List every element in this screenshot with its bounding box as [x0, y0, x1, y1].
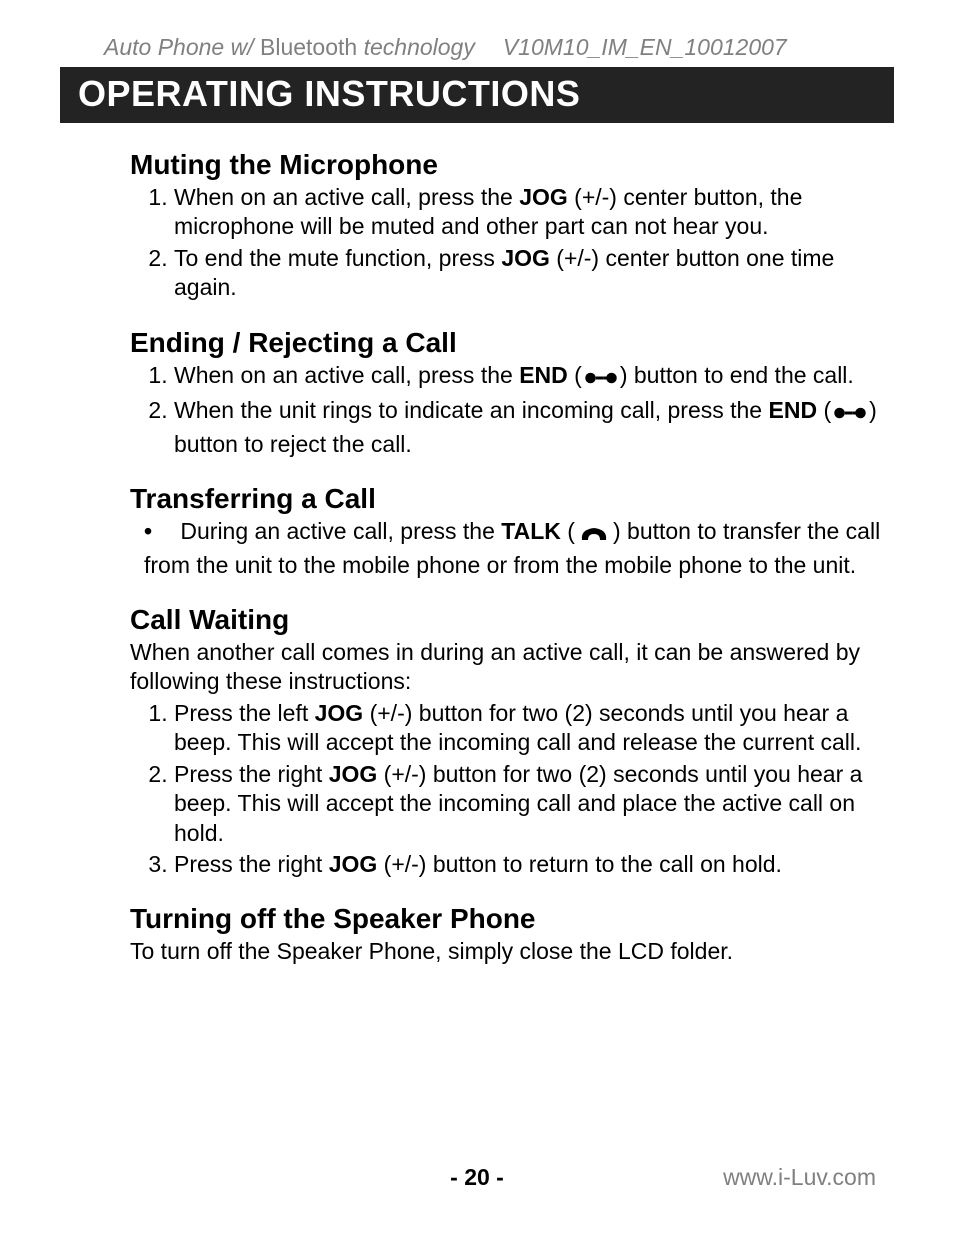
end-icon: [831, 400, 869, 429]
bold-text: TALK: [501, 518, 561, 544]
instruction-list: During an active call, press the TALK ()…: [130, 517, 884, 580]
talk-icon: [575, 521, 613, 550]
text: When the unit rings to indicate an incom…: [174, 397, 769, 423]
text: button to reject the call.: [174, 431, 412, 457]
page-footer: - 20 - www.i-Luv.com: [60, 1164, 894, 1191]
list-item: When on an active call, press the END ()…: [174, 361, 884, 394]
section-intro: To turn off the Speaker Phone, simply cl…: [130, 937, 884, 966]
header-docid: V10M10_IM_EN_10012007: [503, 34, 787, 61]
text: When on an active call, press the: [174, 362, 519, 388]
bold-text: END: [769, 397, 818, 423]
bold-text: JOG: [329, 851, 378, 877]
section-title: Call Waiting: [130, 604, 884, 636]
list-item: Press the right JOG (+/-) button for two…: [174, 760, 884, 848]
text: When on an active call, press the: [174, 184, 519, 210]
text: button to end the call.: [627, 362, 853, 388]
bold-text: JOG: [519, 184, 568, 210]
header-text: Auto Phone w/: [104, 34, 254, 60]
header-text: technology: [364, 34, 475, 60]
end-icon: [582, 365, 620, 394]
bold-text: END: [519, 362, 568, 388]
list-item: During an active call, press the TALK ()…: [144, 517, 884, 580]
instruction-list: When on an active call, press the JOG (+…: [130, 183, 884, 303]
header-left: Auto Phone w/ Bluetooth technology: [104, 34, 475, 61]
footer-url: www.i-Luv.com: [723, 1164, 876, 1191]
bold-text: JOG: [329, 761, 378, 787]
section-title: Ending / Rejecting a Call: [130, 327, 884, 359]
section-banner: OPERATING INSTRUCTIONS: [60, 67, 894, 123]
text: Press the right: [174, 761, 329, 787]
section-ending: Ending / Rejecting a Call When on an act…: [130, 327, 884, 459]
text: Press the left: [174, 700, 315, 726]
section-muting: Muting the Microphone When on an active …: [130, 149, 884, 303]
section-title: Muting the Microphone: [130, 149, 884, 181]
page-header: Auto Phone w/ Bluetooth technology V10M1…: [104, 34, 890, 61]
manual-page: Auto Phone w/ Bluetooth technology V10M1…: [0, 0, 954, 1235]
text: (+/-) button to return to the call on ho…: [377, 851, 782, 877]
section-title: Transferring a Call: [130, 483, 884, 515]
list-item: Press the right JOG (+/-) button to retu…: [174, 850, 884, 879]
list-item: When on an active call, press the JOG (+…: [174, 183, 884, 242]
list-item: To end the mute function, press JOG (+/-…: [174, 244, 884, 303]
text: During an active call, press the: [180, 518, 501, 544]
section-transfer: Transferring a Call During an active cal…: [130, 483, 884, 580]
list-item: Press the left JOG (+/-) button for two …: [174, 699, 884, 758]
list-item: When the unit rings to indicate an incom…: [174, 396, 884, 459]
text: To end the mute function, press: [174, 245, 501, 271]
bold-text: JOG: [315, 700, 364, 726]
instruction-list: When on an active call, press the END ()…: [130, 361, 884, 459]
section-intro: When another call comes in during an act…: [130, 638, 884, 697]
bold-text: JOG: [501, 245, 550, 271]
section-waiting: Call Waiting When another call comes in …: [130, 604, 884, 880]
header-text: Bluetooth: [260, 34, 357, 60]
instruction-list: Press the left JOG (+/-) button for two …: [130, 699, 884, 880]
page-number: - 20 -: [450, 1164, 504, 1191]
section-title: Turning off the Speaker Phone: [130, 903, 884, 935]
section-speaker: Turning off the Speaker Phone To turn of…: [130, 903, 884, 966]
text: Press the right: [174, 851, 329, 877]
